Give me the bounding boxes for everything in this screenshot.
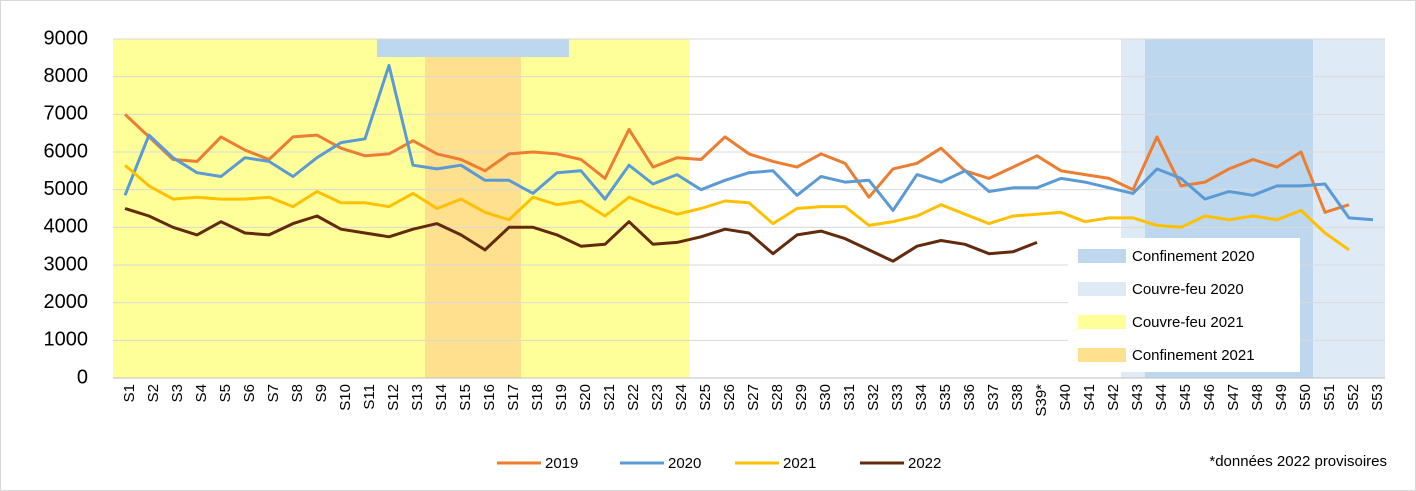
series-line xyxy=(123,63,1374,222)
note: *données 2022 provisoires xyxy=(1209,453,1387,470)
legend-label: Couvre-feu 2020 xyxy=(1132,281,1244,298)
x-tick-label: S30 xyxy=(817,384,834,411)
x-tick-label: S41 xyxy=(1081,384,1098,411)
legend-swatch xyxy=(1078,249,1126,263)
legend-label: 2022 xyxy=(908,455,941,472)
series-line xyxy=(124,207,1038,263)
x-tick-label: S40 xyxy=(1057,384,1074,411)
y-tick-label: 9000 xyxy=(44,27,89,49)
legend-label: 2021 xyxy=(783,455,816,472)
x-tick-label: S29 xyxy=(793,384,810,411)
x-tick-label: S31 xyxy=(841,384,858,411)
legend-swatch xyxy=(1078,315,1126,329)
legend-label: Confinement 2020 xyxy=(1132,248,1255,265)
y-tick-label: 7000 xyxy=(44,103,89,125)
x-tick-label: S39* xyxy=(1033,384,1050,417)
shaded-period xyxy=(113,39,689,378)
x-tick-label: S4 xyxy=(193,384,210,402)
x-tick-label: S3 xyxy=(169,384,186,402)
y-tick-label: 1000 xyxy=(44,329,89,351)
x-tick-label: S28 xyxy=(769,384,786,411)
x-tick-label: S48 xyxy=(1249,384,1266,411)
x-tick-label: S19 xyxy=(553,384,570,411)
x-tick-label: S35 xyxy=(937,384,954,411)
x-tick-label: S24 xyxy=(673,384,690,411)
legend-label: 2019 xyxy=(545,455,578,472)
y-tick-label: 2000 xyxy=(44,291,89,313)
x-tick-label: S1 xyxy=(121,384,138,402)
x-tick-label: S42 xyxy=(1105,384,1122,411)
x-tick-label: S16 xyxy=(481,384,498,411)
x-tick-label: S47 xyxy=(1225,384,1242,411)
x-tick-label: S2 xyxy=(145,384,162,402)
x-tick-label: S7 xyxy=(265,384,282,402)
x-tick-label: S23 xyxy=(649,384,666,411)
x-tick-label: S5 xyxy=(217,384,234,402)
x-tick-label: S6 xyxy=(241,384,258,402)
x-tick-label: S15 xyxy=(457,384,474,411)
x-tick-label: S43 xyxy=(1129,384,1146,411)
shaded-period xyxy=(377,39,569,57)
x-tick-label: S38 xyxy=(1009,384,1026,411)
x-tick-label: S10 xyxy=(337,384,354,411)
x-tick-label: S27 xyxy=(745,384,762,411)
x-tick-label: S44 xyxy=(1153,384,1170,411)
x-tick-label: S32 xyxy=(865,384,882,411)
x-tick-label: S49 xyxy=(1273,384,1290,411)
x-tick-label: S22 xyxy=(625,384,642,411)
x-tick-label: S13 xyxy=(409,384,426,411)
x-tick-label: S21 xyxy=(601,384,618,411)
series-line xyxy=(124,164,1350,252)
legend-label: 2020 xyxy=(668,455,701,472)
x-tick-label: S26 xyxy=(721,384,738,411)
x-tick-label: S8 xyxy=(289,384,306,402)
x-tick-label: S51 xyxy=(1321,384,1338,411)
x-tick-label: S37 xyxy=(985,384,1002,411)
x-tick-label: S11 xyxy=(361,384,378,410)
x-tick-label: S33 xyxy=(889,384,906,411)
y-tick-label: 4000 xyxy=(44,216,89,238)
x-tick-label: S17 xyxy=(505,384,522,411)
y-tick-label: 5000 xyxy=(44,178,89,200)
x-tick-label: S25 xyxy=(697,384,714,411)
legend-swatch xyxy=(1078,348,1126,362)
y-tick-label: 8000 xyxy=(44,65,89,87)
y-tick-label: 6000 xyxy=(44,140,89,162)
x-tick-label: S36 xyxy=(961,384,978,411)
x-tick-label: S50 xyxy=(1297,384,1314,411)
legend-label: Couvre-feu 2021 xyxy=(1132,314,1244,331)
x-tick-label: S34 xyxy=(913,384,930,411)
x-tick-label: S45 xyxy=(1177,384,1194,411)
x-tick-label: S46 xyxy=(1201,384,1218,411)
x-tick-label: S18 xyxy=(529,384,546,411)
x-tick-label: S14 xyxy=(433,384,450,411)
x-tick-label: S12 xyxy=(385,384,402,411)
legend-label: Confinement 2021 xyxy=(1132,347,1255,364)
y-tick-label: 0 xyxy=(77,366,88,388)
x-tick-label: S52 xyxy=(1345,384,1362,411)
legend-swatch xyxy=(1078,282,1126,296)
x-tick-label: S20 xyxy=(577,384,594,411)
x-tick-label: S53 xyxy=(1369,384,1386,411)
x-tick-label: S9 xyxy=(313,384,330,402)
series-line xyxy=(123,113,1350,214)
y-tick-label: 3000 xyxy=(44,253,89,275)
